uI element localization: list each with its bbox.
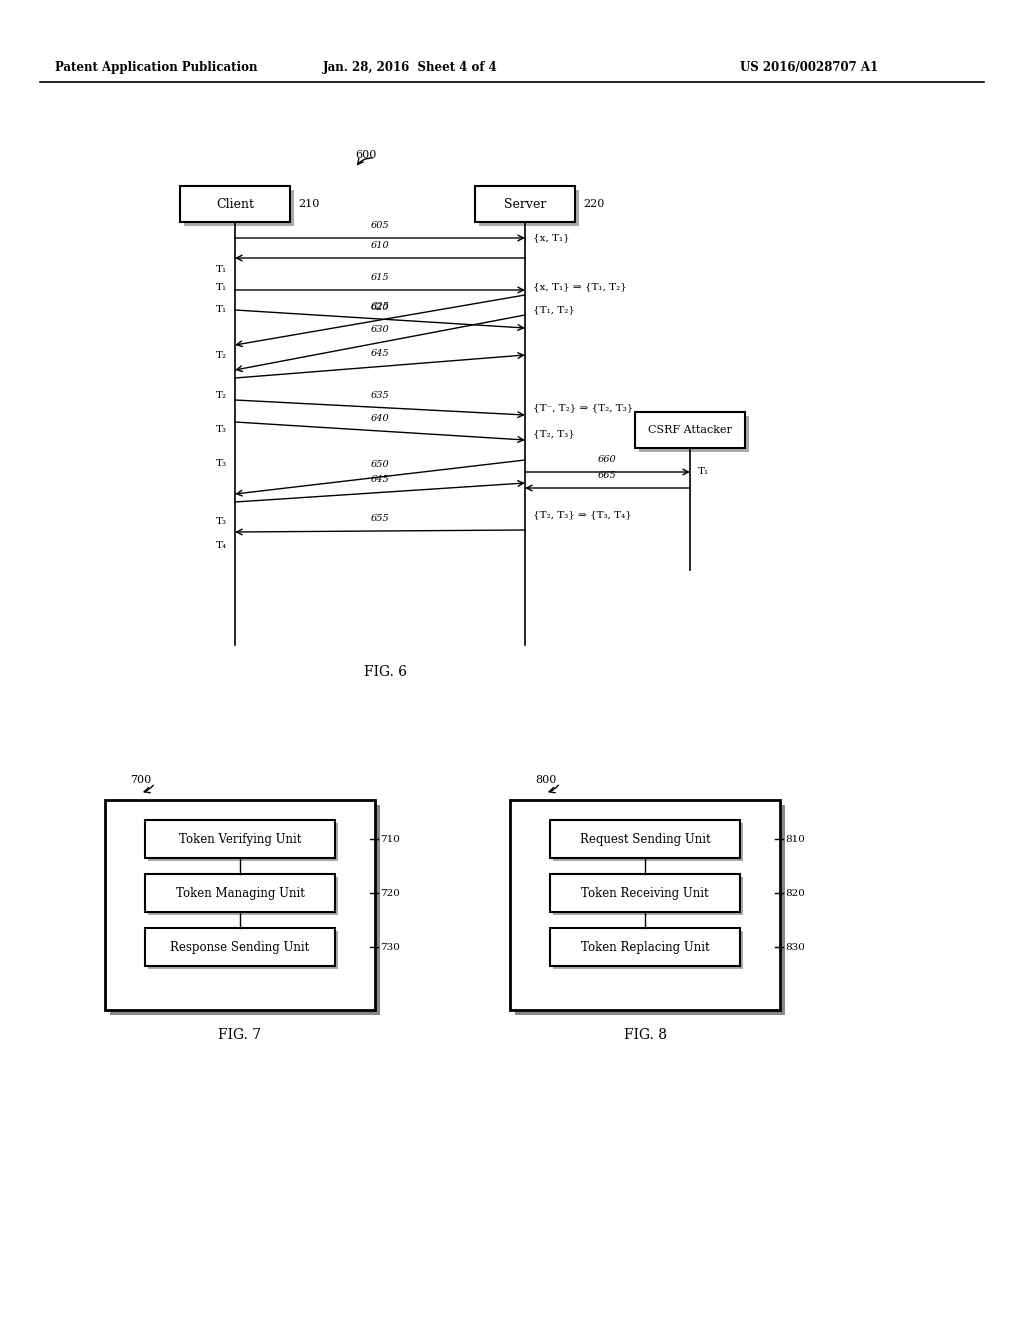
Text: 645: 645 — [371, 350, 389, 359]
Text: Response Sending Unit: Response Sending Unit — [170, 940, 309, 953]
Bar — [148, 876, 338, 915]
Text: {T₂, T₃} ⇒ {T₃, T₄}: {T₂, T₃} ⇒ {T₃, T₄} — [534, 511, 632, 520]
Text: 625: 625 — [371, 302, 389, 312]
Text: 210: 210 — [298, 199, 319, 209]
Bar — [105, 800, 375, 1010]
Text: T₃: T₃ — [216, 458, 227, 467]
Text: Patent Application Publication: Patent Application Publication — [55, 62, 257, 74]
Text: 600: 600 — [355, 150, 377, 160]
Bar — [145, 928, 335, 966]
Text: 615: 615 — [371, 273, 389, 282]
Text: CSRF Attacker: CSRF Attacker — [648, 425, 732, 436]
Text: T₂: T₂ — [216, 351, 227, 359]
Bar — [145, 820, 335, 858]
Text: US 2016/0028707 A1: US 2016/0028707 A1 — [740, 62, 879, 74]
Text: 660: 660 — [598, 455, 616, 465]
Bar — [148, 931, 338, 969]
Text: 220: 220 — [583, 199, 604, 209]
Bar — [550, 820, 740, 858]
Text: 810: 810 — [785, 834, 805, 843]
Text: {T₁, T₂}: {T₁, T₂} — [534, 305, 574, 314]
Text: Token Managing Unit: Token Managing Unit — [175, 887, 304, 899]
Text: 645: 645 — [371, 475, 389, 484]
Text: {x, T₁}: {x, T₁} — [534, 234, 569, 243]
Text: 605: 605 — [371, 220, 389, 230]
Bar — [553, 876, 743, 915]
Bar — [180, 186, 290, 222]
Text: 655: 655 — [371, 513, 389, 523]
Text: {T₂, T₃}: {T₂, T₃} — [534, 429, 574, 438]
Text: T₄: T₄ — [216, 540, 227, 549]
Bar — [553, 931, 743, 969]
Text: 830: 830 — [785, 942, 805, 952]
Text: Jan. 28, 2016  Sheet 4 of 4: Jan. 28, 2016 Sheet 4 of 4 — [323, 62, 498, 74]
Text: Server: Server — [504, 198, 546, 210]
Text: FIG. 7: FIG. 7 — [218, 1028, 261, 1041]
Text: 730: 730 — [380, 942, 400, 952]
Text: Client: Client — [216, 198, 254, 210]
Text: Token Receiving Unit: Token Receiving Unit — [582, 887, 709, 899]
Text: 640: 640 — [371, 414, 389, 422]
Text: 665: 665 — [598, 471, 616, 480]
Text: 650: 650 — [371, 459, 389, 469]
Bar — [110, 805, 380, 1015]
Text: T₃: T₃ — [216, 425, 227, 434]
Bar — [510, 800, 780, 1010]
Bar — [515, 805, 785, 1015]
Text: T₃: T₃ — [216, 517, 227, 527]
Text: 635: 635 — [371, 391, 389, 400]
Bar — [148, 822, 338, 861]
Text: 720: 720 — [380, 888, 400, 898]
Text: Token Replacing Unit: Token Replacing Unit — [581, 940, 710, 953]
Text: T₁: T₁ — [698, 467, 710, 477]
Text: FIG. 6: FIG. 6 — [364, 665, 407, 678]
Bar — [639, 416, 749, 451]
Bar — [479, 190, 579, 226]
Text: 700: 700 — [130, 775, 152, 785]
Text: T₁: T₁ — [216, 305, 227, 314]
Bar — [145, 874, 335, 912]
Text: 630: 630 — [371, 326, 389, 334]
Text: {T⁻, T₂} ⇒ {T₂, T₃}: {T⁻, T₂} ⇒ {T₂, T₃} — [534, 404, 633, 412]
Text: 800: 800 — [535, 775, 556, 785]
Text: T₂: T₂ — [216, 391, 227, 400]
Bar — [475, 186, 575, 222]
Text: 710: 710 — [380, 834, 400, 843]
Text: Request Sending Unit: Request Sending Unit — [580, 833, 711, 846]
Text: 820: 820 — [785, 888, 805, 898]
Text: T₁: T₁ — [216, 282, 227, 292]
Bar — [550, 928, 740, 966]
Bar — [553, 822, 743, 861]
Text: T₁: T₁ — [216, 265, 227, 275]
Bar — [550, 874, 740, 912]
Bar — [635, 412, 745, 447]
Text: 620: 620 — [371, 304, 389, 312]
Text: Token Verifying Unit: Token Verifying Unit — [179, 833, 301, 846]
Bar — [184, 190, 294, 226]
Text: FIG. 8: FIG. 8 — [624, 1028, 667, 1041]
Text: {x, T₁} ⇒ {T₁, T₂}: {x, T₁} ⇒ {T₁, T₂} — [534, 282, 627, 292]
Text: 610: 610 — [371, 242, 389, 249]
